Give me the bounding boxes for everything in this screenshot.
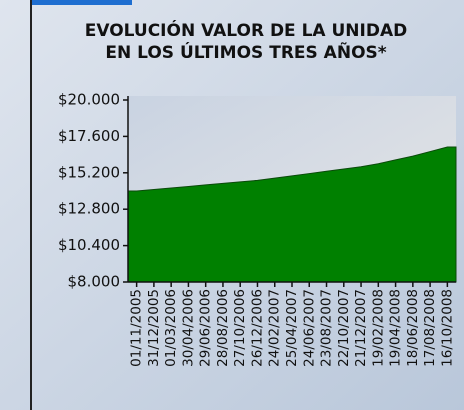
- x-tick-label: 25/04/2007: [284, 289, 300, 367]
- y-tick-label: $17.600: [58, 127, 120, 145]
- x-tick-label: 22/10/2007: [336, 289, 352, 367]
- x-tick-label: 24/06/2007: [301, 289, 317, 367]
- x-tick-label: 30/04/2006: [180, 289, 196, 367]
- y-tick-label: $10.400: [58, 236, 120, 254]
- y-tick-label: $8.000: [68, 273, 121, 291]
- x-tick-label: 19/02/2008: [370, 289, 386, 367]
- area: [127, 146, 457, 283]
- tab: [32, 0, 132, 5]
- x-tick-label: 01/11/2005: [129, 289, 145, 367]
- y-tick-label: $12.800: [58, 200, 120, 218]
- y-tick-label: $20.000: [58, 91, 120, 109]
- x-tick-label: 19/04/2008: [388, 289, 404, 367]
- x-tick-label: 23/08/2007: [319, 289, 335, 367]
- x-tick-label: 26/12/2006: [249, 289, 265, 367]
- x-tick-label: 21/12/2007: [353, 289, 369, 367]
- x-tick-label: 24/02/2007: [267, 289, 283, 367]
- chart-title: EN LOS ÚLTIMOS TRES AÑOS*: [105, 40, 386, 63]
- x-tick-label: 18/06/2008: [405, 289, 421, 367]
- chart-title: EVOLUCIÓN VALOR DE LA UNIDAD: [85, 19, 408, 41]
- y-tick-label: $15.200: [58, 163, 120, 181]
- x-tick-label: 31/12/2005: [146, 289, 162, 367]
- x-tick-label: 28/08/2006: [215, 289, 231, 367]
- x-tick-label: 01/03/2006: [163, 289, 179, 367]
- x-tick-label: 17/08/2008: [422, 289, 438, 367]
- x-tick-label: 27/10/2006: [232, 289, 248, 367]
- x-tick-label: 16/10/2008: [439, 289, 455, 367]
- x-tick-label: 29/06/2006: [198, 289, 214, 367]
